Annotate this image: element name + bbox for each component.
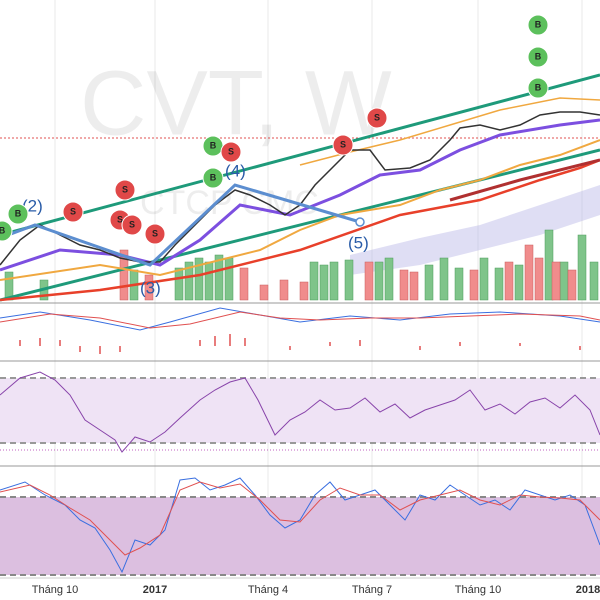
sell-signal: S bbox=[228, 146, 234, 156]
sell-signal: S bbox=[340, 139, 346, 149]
sell-marker bbox=[121, 214, 143, 236]
x-tick-label: Tháng 4 bbox=[248, 584, 288, 596]
sell-marker bbox=[366, 107, 388, 129]
sell-marker bbox=[332, 134, 354, 156]
macd-pane bbox=[0, 307, 600, 354]
sell-marker bbox=[62, 201, 84, 223]
buy-signal: B bbox=[535, 82, 542, 92]
wave-label: (5) bbox=[348, 233, 369, 252]
sell-signal: S bbox=[117, 214, 123, 224]
sell-signal: S bbox=[152, 228, 158, 238]
signal: B bbox=[527, 14, 549, 36]
signal: B bbox=[0, 220, 13, 242]
buy-signal: B bbox=[535, 51, 542, 61]
buy-marker bbox=[202, 167, 224, 189]
signal: S bbox=[220, 141, 242, 163]
sell-marker bbox=[114, 179, 136, 201]
sell-signal: S bbox=[122, 184, 128, 194]
signal: B bbox=[527, 46, 549, 68]
signals: B B B B B B B S S S S S S S S bbox=[0, 14, 549, 245]
buy-signal: B bbox=[0, 225, 6, 235]
signal: B bbox=[7, 203, 29, 225]
signal: S bbox=[144, 223, 166, 245]
signal: S bbox=[366, 107, 388, 129]
signal: S bbox=[332, 134, 354, 156]
signal: S bbox=[62, 201, 84, 223]
signal: S bbox=[121, 214, 143, 236]
wave-label: (3) bbox=[140, 278, 161, 297]
buy-signal: B bbox=[210, 172, 217, 182]
x-tick-label: Tháng 7 bbox=[352, 584, 392, 596]
signal: B bbox=[202, 167, 224, 189]
buy-marker bbox=[527, 46, 549, 68]
x-tick-label: Tháng 10 bbox=[32, 584, 78, 596]
ichimoku-cloud bbox=[350, 185, 600, 275]
wave-label: (4) bbox=[225, 161, 246, 180]
buy-marker bbox=[7, 203, 29, 225]
buy-marker bbox=[0, 220, 13, 242]
x-tick-label: 2018 bbox=[576, 584, 600, 596]
buy-signal: B bbox=[210, 140, 217, 150]
buy-signal: B bbox=[535, 19, 542, 29]
buy-marker bbox=[527, 77, 549, 99]
sell-signal: S bbox=[70, 206, 76, 216]
sell-marker bbox=[144, 223, 166, 245]
stoch-pane bbox=[0, 477, 600, 576]
sell-marker bbox=[220, 141, 242, 163]
signal: S bbox=[114, 179, 136, 201]
signal: B bbox=[527, 77, 549, 99]
buy-marker bbox=[527, 14, 549, 36]
buy-signal: B bbox=[15, 208, 22, 218]
x-tick-label: Tháng 10 bbox=[455, 584, 501, 596]
sell-signal: S bbox=[129, 219, 135, 229]
indicators bbox=[0, 73, 600, 302]
sell-signal: S bbox=[374, 112, 380, 122]
x-tick-label: 2017 bbox=[143, 584, 167, 596]
rsi-pane bbox=[0, 371, 600, 453]
signal: B bbox=[202, 135, 224, 157]
